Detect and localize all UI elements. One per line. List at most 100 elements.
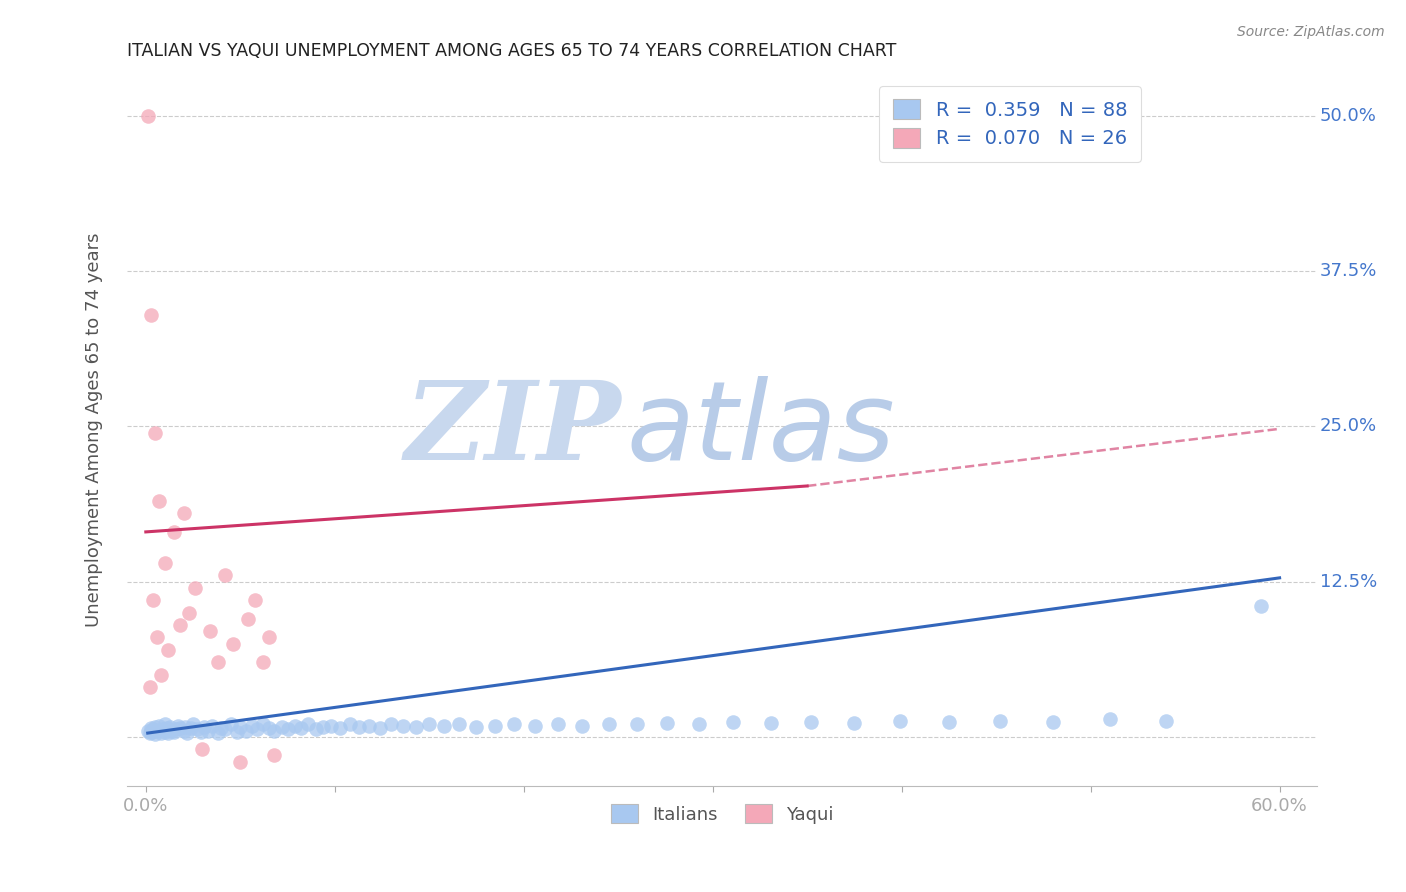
Point [723, 714, 745, 729]
Point [465, 720, 488, 734]
Point [229, 755, 252, 769]
Point [688, 717, 710, 731]
Point [136, 109, 159, 123]
Point [176, 726, 198, 740]
Point [201, 718, 224, 732]
Point [155, 721, 177, 735]
Point [186, 723, 208, 737]
Point [136, 723, 159, 738]
Point [143, 727, 166, 741]
Point [214, 568, 236, 582]
Point [252, 717, 274, 731]
Point [207, 726, 229, 740]
Text: Source: ZipAtlas.com: Source: ZipAtlas.com [1237, 25, 1385, 39]
Point [222, 637, 245, 651]
Point [329, 721, 352, 735]
Point [988, 714, 1011, 728]
Point [143, 720, 166, 734]
Point [657, 716, 679, 731]
Text: 37.5%: 37.5% [1320, 262, 1376, 280]
Point [149, 726, 172, 740]
Point [190, 724, 212, 739]
Point [148, 718, 170, 732]
Point [1154, 714, 1177, 728]
Point [938, 714, 960, 729]
Point [169, 618, 191, 632]
Point [449, 717, 471, 731]
Point [157, 726, 180, 740]
Point [524, 718, 547, 732]
Point [167, 718, 190, 732]
Point [305, 723, 328, 737]
Point [391, 718, 413, 732]
Point [1118, 146, 1140, 161]
Point [433, 718, 456, 732]
Point [143, 425, 166, 440]
Point [889, 714, 911, 728]
Point [152, 723, 174, 737]
Point [157, 643, 180, 657]
Point [257, 631, 280, 645]
Point [418, 717, 440, 731]
Text: atlas: atlas [627, 376, 896, 483]
Point [257, 721, 280, 735]
Y-axis label: Unemployment Among Ages 65 to 74 years: Unemployment Among Ages 65 to 74 years [86, 232, 103, 627]
Point [503, 717, 526, 731]
Point [263, 723, 285, 738]
Text: ITALIAN VS YAQUI UNEMPLOYMENT AMONG AGES 65 TO 74 YEARS CORRELATION CHART: ITALIAN VS YAQUI UNEMPLOYMENT AMONG AGES… [127, 42, 896, 60]
Point [761, 716, 783, 731]
Point [163, 724, 186, 739]
Point [148, 494, 170, 508]
Point [290, 721, 312, 735]
Point [219, 717, 242, 731]
Point [153, 724, 176, 739]
Point [277, 723, 299, 737]
Point [138, 726, 160, 740]
Point [142, 593, 165, 607]
Point [198, 624, 221, 639]
Point [240, 718, 263, 732]
Point [236, 612, 259, 626]
Point [163, 524, 186, 539]
Point [380, 717, 402, 731]
Point [141, 721, 163, 735]
Text: ZIP: ZIP [405, 376, 621, 483]
Point [180, 721, 202, 735]
Point [207, 655, 229, 669]
Point [191, 742, 214, 756]
Point [844, 716, 866, 731]
Text: 50.0%: 50.0% [1320, 107, 1376, 125]
Point [246, 723, 269, 737]
Point [153, 717, 176, 731]
Point [225, 724, 247, 739]
Point [800, 714, 823, 729]
Point [181, 717, 204, 731]
Text: 12.5%: 12.5% [1320, 573, 1376, 591]
Point [263, 748, 285, 763]
Point [173, 723, 195, 738]
Point [484, 718, 506, 732]
Point [297, 717, 319, 731]
Legend: Italians, Yaqui: Italians, Yaqui [600, 794, 845, 835]
Point [368, 721, 391, 735]
Point [165, 723, 187, 737]
Point [209, 721, 232, 735]
Point [229, 720, 252, 734]
Point [235, 723, 257, 738]
Point [405, 720, 427, 734]
Point [1098, 713, 1121, 727]
Point [142, 723, 165, 737]
Point [153, 556, 176, 570]
Point [339, 717, 361, 731]
Point [284, 718, 307, 732]
Point [146, 723, 169, 738]
Point [349, 720, 371, 734]
Point [1042, 714, 1064, 729]
Point [214, 723, 236, 737]
Point [149, 667, 172, 681]
Point [146, 631, 169, 645]
Point [141, 308, 163, 322]
Point [174, 720, 197, 734]
Point [626, 717, 648, 731]
Point [252, 655, 274, 669]
